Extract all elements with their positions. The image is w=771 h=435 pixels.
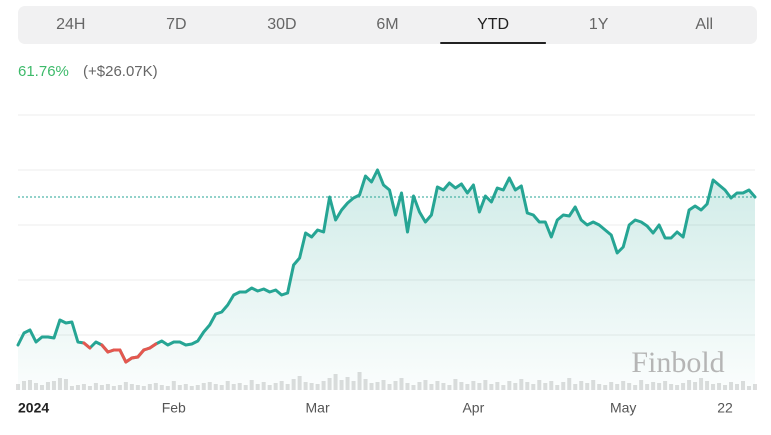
tab-underline — [440, 42, 546, 44]
tab-label[interactable]: All — [695, 16, 713, 33]
down-segment — [136, 348, 146, 359]
tab[interactable]: 1Y — [546, 6, 652, 44]
tab[interactable]: 24H — [18, 6, 124, 44]
x-tick-label: Mar — [306, 400, 330, 416]
tab[interactable]: YTD — [440, 6, 546, 44]
down-segment — [82, 341, 92, 350]
x-tick-label: May — [610, 400, 636, 416]
tab-label[interactable]: YTD — [477, 16, 509, 33]
tab-label[interactable]: 6M — [376, 16, 398, 33]
x-tick-label: Apr — [462, 400, 484, 416]
tab[interactable]: 30D — [229, 6, 335, 44]
down-segment — [118, 348, 128, 364]
x-tick-label: Feb — [162, 400, 186, 416]
tab-bar — [18, 6, 757, 44]
x-tick-label: 2024 — [18, 400, 49, 416]
down-segment — [100, 343, 110, 354]
watermark: Finbold — [631, 346, 724, 379]
change-amount: (+$26.07K) — [83, 63, 158, 80]
tab[interactable]: All — [651, 6, 757, 44]
tab-label[interactable]: 1Y — [589, 16, 609, 33]
tab[interactable]: 6M — [335, 6, 441, 44]
tab[interactable]: 7D — [124, 6, 230, 44]
change-percent: 61.76% — [18, 63, 69, 80]
x-tick-label: 22 — [717, 400, 733, 416]
tab-label[interactable]: 30D — [267, 16, 296, 33]
tab-label[interactable]: 24H — [56, 16, 85, 33]
tab-label[interactable]: 7D — [166, 16, 186, 33]
down-segment — [148, 342, 158, 350]
